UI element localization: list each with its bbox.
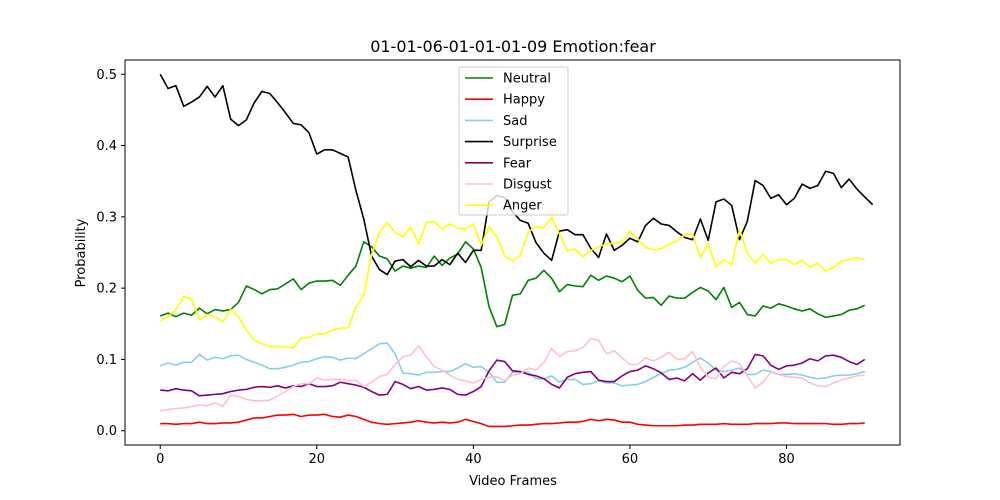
y-tick-label: 0.1 [96,353,117,368]
x-tick-label: 20 [309,452,326,467]
legend-label-fear: Fear [503,156,532,171]
plot-lines [159,73,874,428]
legend-label-sad: Sad [503,114,527,129]
y-tick-label: 0.2 [96,282,117,297]
x-tick-label: 0 [156,452,164,467]
legend-label-surprise: Surprise [503,135,557,150]
legend: Neutral Happy Sad Surprise Fear Disgust Anger [458,66,569,216]
y-tick-label: 0.0 [96,424,117,439]
x-tick-label: 60 [622,452,639,467]
legend-label-anger: Anger [503,199,542,214]
y-tick-label: 0.4 [96,139,117,154]
series-line-anger [159,216,865,349]
x-axis-title: Video Frames [469,474,557,489]
series-line-surprise [159,73,874,276]
series-line-disgust [160,337,865,412]
series-line-neutral [159,241,866,328]
legend-label-disgust: Disgust [503,178,552,193]
legend-label-neutral: Neutral [503,72,551,87]
chart-title: 01-01-06-01-01-01-09 Emotion:fear [370,37,656,56]
series-line-happy [160,413,865,428]
x-tick-label: 80 [778,452,795,467]
series-line-sad [159,342,865,387]
series-line-fear [160,353,866,397]
y-tick-label: 0.3 [96,210,117,225]
x-tick-label: 40 [465,452,482,467]
y-axis: 0.0 0.1 0.2 0.3 0.4 0.5 [96,68,125,439]
y-axis-title: Probability [74,218,89,287]
legend-box [458,66,569,216]
legend-label-happy: Happy [503,93,545,108]
x-axis: 0 20 40 60 80 [156,445,795,467]
plot-frame [124,59,901,446]
y-tick-label: 0.5 [96,68,117,83]
